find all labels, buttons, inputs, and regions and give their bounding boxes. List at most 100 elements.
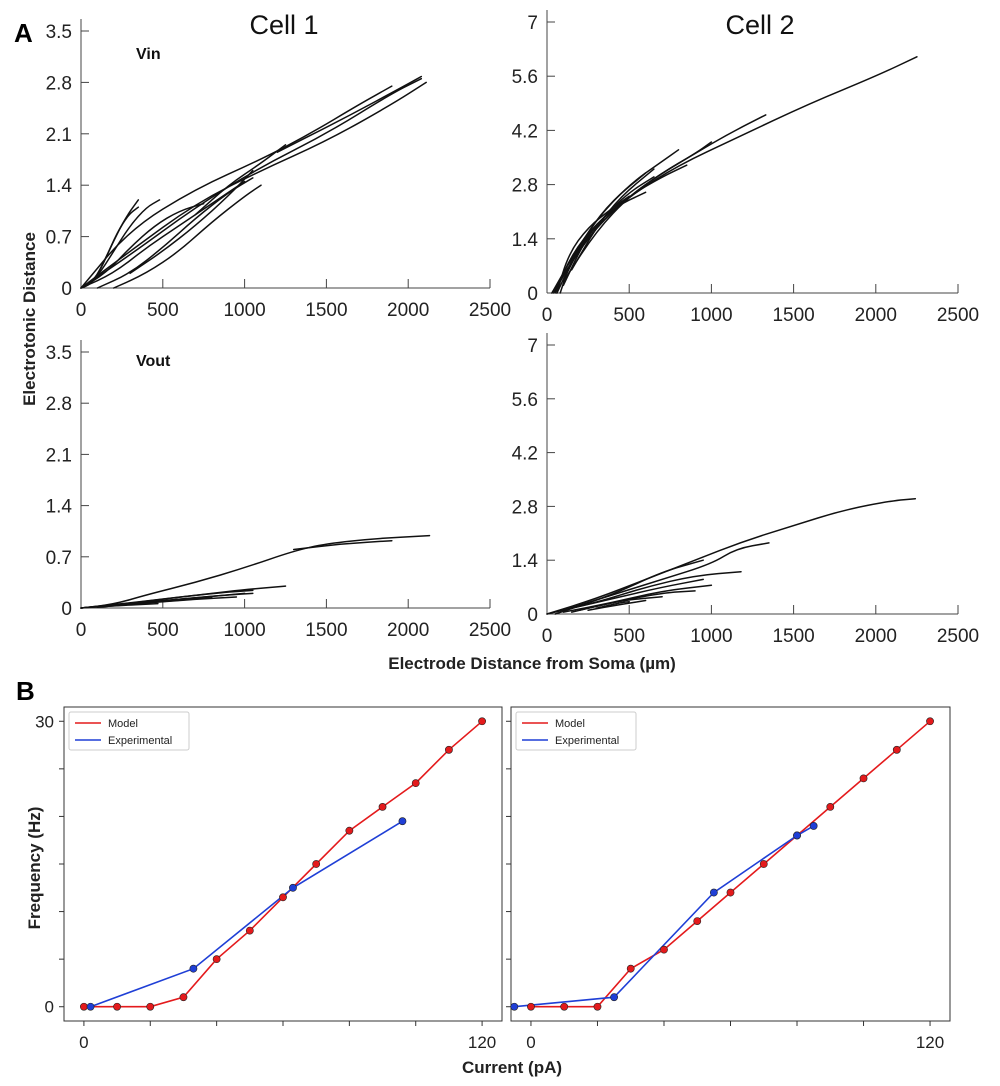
x-tick-label: 1000 xyxy=(690,626,732,647)
chart-cell2-vout: 0 500 1000 1500 2000 2500 0 1.4 2.8 4.2 5.6 7 xyxy=(512,333,979,647)
distance-trace xyxy=(570,168,655,271)
y-tick-label: 3.5 xyxy=(46,22,72,43)
x-tick-label: 1500 xyxy=(305,300,347,321)
data-point-model xyxy=(478,717,486,726)
chart-cell2-vin: 0 500 1000 1500 2000 2500 0 1.4 2.8 4.2 5.6 7 xyxy=(512,10,979,326)
distance-trace xyxy=(546,570,742,615)
data-point-model xyxy=(759,860,768,868)
data-point-experimental xyxy=(398,817,407,826)
data-point-experimental xyxy=(610,993,618,1002)
y-tick-label: 0 xyxy=(61,279,72,300)
data-point-experimental xyxy=(289,883,297,892)
x-tick-label: 0 xyxy=(542,305,553,326)
x-tick-label: 0 xyxy=(76,300,87,321)
data-point-model xyxy=(859,774,868,783)
distance-trace xyxy=(551,56,918,294)
data-point-model xyxy=(527,1002,535,1011)
data-point-experimental xyxy=(709,888,718,897)
y-tick-label: 4.2 xyxy=(512,444,538,465)
data-point-experimental xyxy=(189,964,198,973)
data-point-model xyxy=(411,779,420,788)
distance-trace xyxy=(112,184,262,289)
data-point-model xyxy=(113,1002,121,1011)
x-tick-label: 2000 xyxy=(387,620,429,641)
chart-fi-right: 0 120 Model Experimental xyxy=(506,706,951,1052)
data-point-experimental xyxy=(86,1002,95,1011)
y-tick-label: 2.1 xyxy=(46,445,72,466)
distance-trace xyxy=(562,114,767,283)
y-tick-label: 0.7 xyxy=(46,228,72,249)
y-tick-label: 5.6 xyxy=(512,390,538,411)
data-point-model xyxy=(693,917,702,925)
x-tick-label: 1500 xyxy=(772,626,814,647)
data-point-model xyxy=(212,955,221,964)
data-point-model xyxy=(926,717,934,726)
panel-a-xlabel: Electrode Distance from Soma (µm) xyxy=(388,654,676,673)
distance-trace xyxy=(80,85,393,289)
x-tick-label: 2500 xyxy=(937,305,979,326)
x-tick-label: 1000 xyxy=(223,300,265,321)
y-tick-label: 1.4 xyxy=(46,497,73,518)
distance-trace xyxy=(556,191,647,294)
x-tick-label: 1500 xyxy=(305,620,347,641)
x-tick-label: 120 xyxy=(468,1033,496,1052)
y-tick-label: 2.8 xyxy=(512,497,538,518)
y-tick-label: 30 xyxy=(35,712,54,731)
legend-entry: Model xyxy=(108,718,138,730)
distance-trace xyxy=(80,180,246,289)
distance-trace xyxy=(80,602,159,609)
y-tick-label: 7 xyxy=(527,13,538,34)
panel-a-label: A xyxy=(14,18,33,48)
y-tick-label: 1.4 xyxy=(512,551,539,572)
legend-entry: Experimental xyxy=(108,735,172,747)
distance-trace xyxy=(80,77,423,289)
x-tick-label: 0 xyxy=(79,1033,88,1052)
x-tick-label: 2000 xyxy=(387,300,429,321)
y-tick-label: 0.7 xyxy=(46,548,72,569)
distance-trace xyxy=(556,195,630,294)
data-point-model xyxy=(660,945,668,954)
data-point-model xyxy=(445,745,453,754)
distance-trace xyxy=(587,599,647,611)
y-tick-label: 4.2 xyxy=(512,121,538,142)
distance-trace xyxy=(562,578,704,611)
y-tick-label: 0 xyxy=(527,605,538,626)
data-point-model xyxy=(378,803,387,811)
distance-trace xyxy=(562,203,622,287)
cell2-title: Cell 2 xyxy=(725,10,794,40)
distance-trace xyxy=(276,75,423,153)
distance-trace xyxy=(546,497,917,615)
distance-trace xyxy=(96,177,254,289)
data-point-model xyxy=(179,993,188,1002)
distance-trace xyxy=(565,172,647,275)
plot-frame xyxy=(63,706,503,1022)
data-point-experimental xyxy=(809,822,818,830)
legend: Model Experimental xyxy=(515,711,637,751)
chart-cell1-vout: 0 500 1000 1500 2000 2500 0 0.7 1.4 2.1 2.8 3.5 xyxy=(46,340,511,641)
distance-trace xyxy=(579,176,655,248)
x-tick-label: 500 xyxy=(613,305,645,326)
y-tick-label: 3.5 xyxy=(46,343,72,364)
y-tick-label: 0 xyxy=(61,599,72,620)
x-tick-label: 0 xyxy=(76,620,87,641)
y-tick-label: 2.8 xyxy=(46,73,72,94)
x-tick-label: 2000 xyxy=(855,305,897,326)
data-point-experimental xyxy=(793,831,801,840)
x-tick-label: 2500 xyxy=(469,300,511,321)
data-point-model xyxy=(345,826,354,835)
distance-trace xyxy=(554,559,704,615)
data-point-model xyxy=(245,926,254,935)
x-tick-label: 500 xyxy=(613,626,645,647)
data-point-model xyxy=(892,745,901,754)
vout-annotation: Vout xyxy=(136,353,171,370)
data-point-model xyxy=(626,964,635,973)
data-point-model xyxy=(593,1002,602,1011)
x-tick-label: 0 xyxy=(542,626,553,647)
x-tick-label: 1000 xyxy=(223,620,265,641)
distance-trace xyxy=(579,595,663,611)
y-tick-label: 1.4 xyxy=(512,230,539,251)
distance-trace xyxy=(551,149,680,294)
y-tick-label: 1.4 xyxy=(46,176,73,197)
x-tick-label: 0 xyxy=(526,1033,535,1052)
data-point-model xyxy=(826,803,835,811)
